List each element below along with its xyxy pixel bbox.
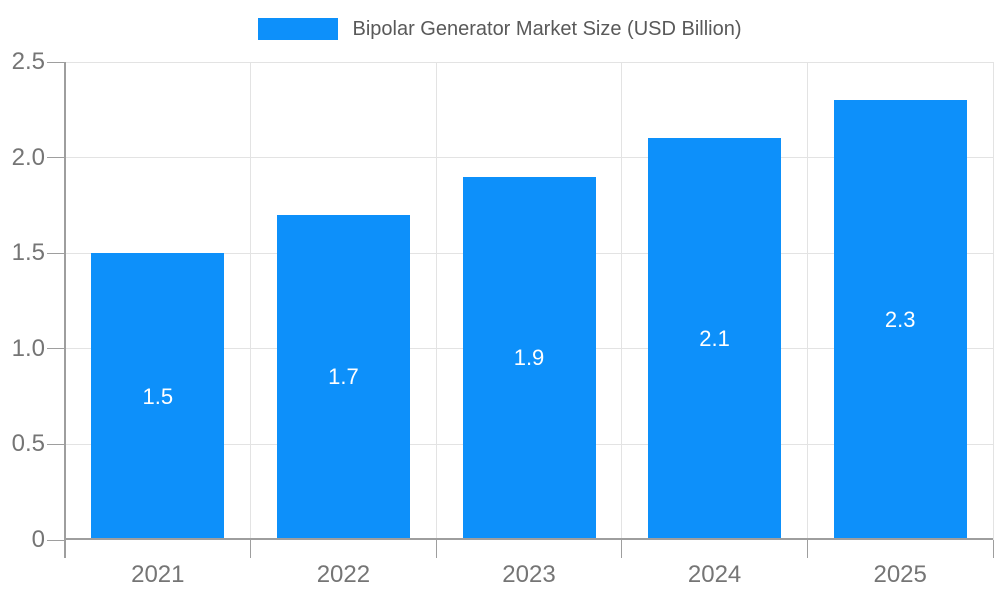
y-axis-label: 2.5: [11, 48, 45, 75]
x-axis-label: 2025: [873, 561, 927, 588]
x-axis-label: 2022: [316, 561, 371, 588]
y-axis-label: 1.5: [11, 239, 45, 267]
bar-2023: 1.9: [462, 176, 596, 540]
bar-value-label: 1.7: [328, 364, 359, 390]
y-axis-tick: [47, 348, 65, 350]
x-axis-tick: [992, 540, 994, 558]
bar-2025: 2.3: [833, 100, 967, 540]
bar-value-label: 2.1: [699, 326, 730, 352]
y-axis-tick: [47, 539, 65, 541]
x-axis-tick: [435, 540, 437, 558]
bar-2021: 1.5: [91, 253, 225, 540]
x-axis-tick: [806, 540, 808, 558]
chart-legend: Bipolar Generator Market Size (USD Billi…: [0, 18, 1000, 40]
gridline-v: [806, 62, 808, 540]
bar-value-label: 1.9: [513, 345, 545, 371]
y-axis-line: [64, 62, 66, 558]
gridline-h: [65, 157, 993, 159]
gridline-v: [992, 62, 994, 540]
gridline-v: [435, 62, 437, 540]
legend-swatch: [258, 18, 339, 40]
y-axis-tick: [47, 61, 65, 63]
x-axis-line: [65, 538, 993, 540]
gridline-v: [621, 62, 623, 540]
x-axis-tick: [250, 540, 252, 558]
bar-value-label: 2.3: [884, 307, 916, 333]
x-axis-label: 2023: [502, 561, 556, 588]
x-axis-label: 2024: [687, 561, 742, 588]
y-axis-label: 0: [31, 526, 45, 553]
x-axis-label: 2021: [131, 561, 185, 588]
gridline-h: [65, 61, 993, 63]
plot-area: 1.5 1.7 1.9 2.1 2.3: [47, 61, 994, 558]
y-axis-label: 0.5: [11, 430, 45, 458]
gridline-v: [250, 62, 252, 540]
y-axis-label: 1.0: [11, 334, 45, 362]
bar-value-label: 1.5: [142, 383, 174, 409]
y-axis-tick: [47, 157, 65, 159]
bar-2022: 1.7: [276, 214, 410, 540]
y-axis-tick: [47, 443, 65, 445]
y-axis-tick: [47, 252, 65, 254]
x-axis-tick: [621, 540, 623, 558]
legend-label: Bipolar Generator Market Size (USD Billi…: [352, 18, 742, 40]
y-axis-label: 2.0: [11, 143, 45, 171]
bar-2024: 2.1: [648, 138, 782, 540]
